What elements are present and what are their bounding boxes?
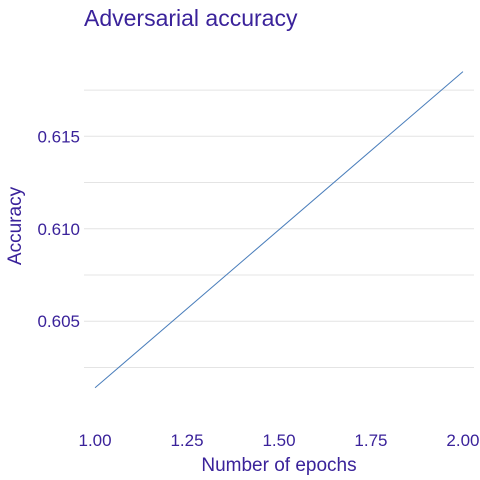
series-line-0 [94, 71, 464, 389]
x-tick-label: 1.25 [170, 431, 203, 450]
y-axis-label: Accuracy [5, 186, 26, 265]
x-axis-label: Number of epochs [201, 455, 356, 476]
x-tick-label: 1.75 [354, 431, 387, 450]
x-tick-label: 1.00 [78, 431, 111, 450]
chart-title: Adversarial accuracy [84, 5, 298, 31]
y-tick-label: 0.610 [37, 220, 80, 239]
x-tick-label: 1.50 [262, 431, 295, 450]
grid-layer [84, 89, 474, 368]
x-axis-ticks: 1.00 1.25 1.50 1.75 2.00 [78, 431, 479, 450]
x-tick-label: 2.00 [446, 431, 479, 450]
y-tick-label: 0.615 [37, 127, 80, 146]
y-axis-ticks: 0.605 0.610 0.615 [37, 127, 80, 331]
series-layer [94, 71, 464, 389]
y-tick-label: 0.605 [37, 312, 80, 331]
